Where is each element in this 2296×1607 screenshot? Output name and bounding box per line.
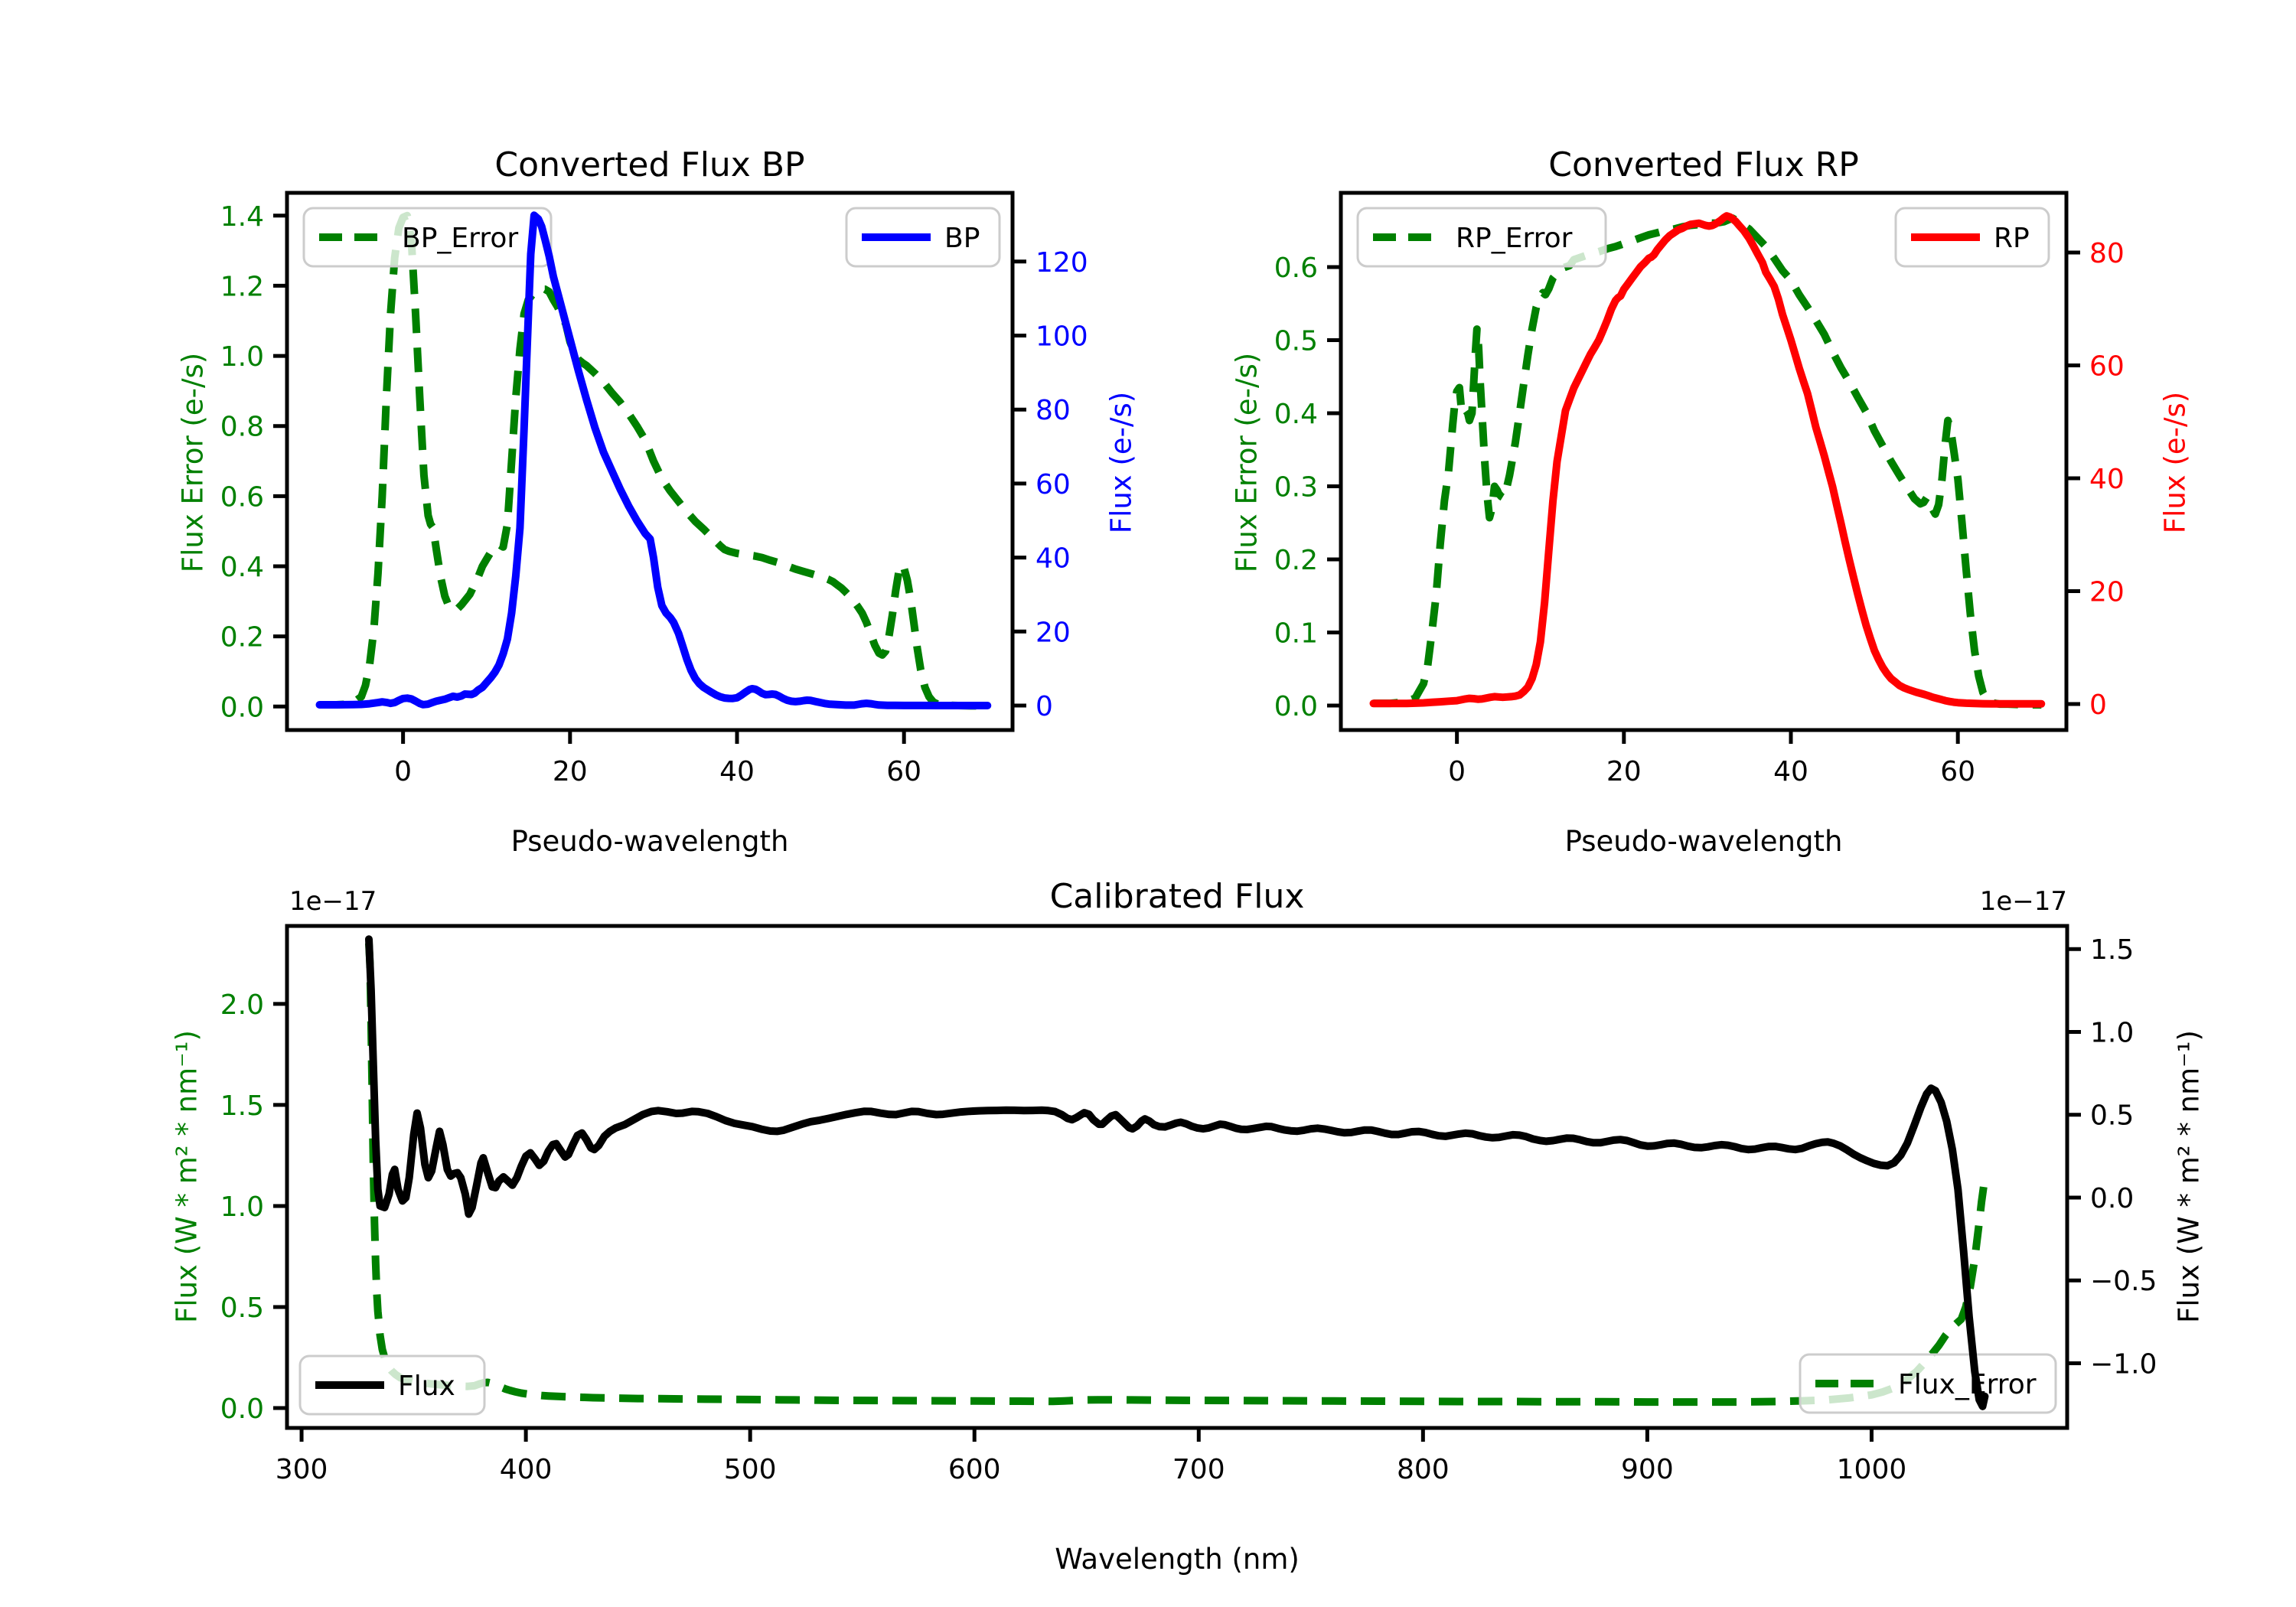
- offset-text-right: 1e−17: [1979, 886, 2067, 917]
- y-tick-label-right: 40: [2089, 464, 2125, 495]
- legend-label-bp: BP: [944, 223, 980, 254]
- y-tick-label-right: 100: [1035, 321, 1088, 352]
- x-tick-label: 20: [1606, 756, 1642, 787]
- ylabel-cal-right: Flux (W * m² * nm⁻¹): [2172, 1030, 2206, 1323]
- x-tick-label: 300: [276, 1454, 328, 1485]
- x-tick-label: 600: [948, 1454, 1001, 1485]
- xlabel-bp: Pseudo-wavelength: [510, 825, 789, 858]
- title-cal: Calibrated Flux: [1049, 877, 1305, 916]
- series-flux_error-line: [365, 943, 1988, 1407]
- y-tick-label-left: 1.0: [220, 341, 264, 373]
- y-tick-label-left: 0.6: [1274, 253, 1318, 284]
- x-tick-label: 40: [1773, 756, 1808, 787]
- series-rp_error-line: [1373, 214, 2042, 709]
- legend-box-rp_error: [1356, 207, 1607, 268]
- y-tick-label-right: 0: [2089, 689, 2107, 721]
- x-tick-label: 0: [1448, 756, 1466, 787]
- xlabel-cal: Wavelength (nm): [1055, 1543, 1300, 1576]
- y-tick-label-right: −0.5: [2090, 1266, 2157, 1297]
- chart-bp: BP_Error BP 0 20 40 60 0.0 0.2 0.4 0.6 0.8 1.0 1.2 1.…: [220, 191, 1088, 787]
- legend-label-rp: RP: [1994, 223, 2030, 254]
- y-tick-label-left: 0.8: [220, 412, 264, 443]
- title-bp: Converted Flux BP: [494, 145, 805, 184]
- legend-box-flux: [298, 1354, 486, 1416]
- legend-label-flux_error: Flux_Error: [1898, 1369, 2037, 1400]
- ylabel-cal-left: Flux (W * m² * nm⁻¹): [170, 1030, 204, 1323]
- ylabel-rp-left: Flux Error (e-/s): [1230, 352, 1264, 573]
- y-tick-label-left: 0.0: [220, 1393, 264, 1425]
- x-tick-label: 800: [1397, 1454, 1450, 1485]
- y-tick-label-left: 1.2: [220, 271, 264, 302]
- y-tick-label-right: 1.5: [2090, 934, 2134, 966]
- y-tick-label-left: 0.6: [220, 481, 264, 513]
- axes-frame-cal: [285, 924, 2069, 1430]
- y-tick-label-right: −1.0: [2090, 1348, 2157, 1380]
- y-tick-label-left: 0.0: [1274, 691, 1318, 722]
- x-tick-label: 20: [553, 756, 588, 787]
- y-tick-label-left: 1.4: [220, 201, 264, 233]
- x-tick-label: 900: [1621, 1454, 1674, 1485]
- x-tick-label: 0: [394, 756, 412, 787]
- y-tick-label-left: 0.5: [220, 1292, 264, 1324]
- x-tick-label: 60: [1940, 756, 1975, 787]
- y-tick-label-left: 0.2: [220, 622, 264, 654]
- y-tick-label-right: 120: [1035, 247, 1088, 279]
- series-bp_error-line: [319, 211, 988, 710]
- y-tick-label-right: 20: [2089, 577, 2125, 608]
- chart-rp: RP_Error RP 0 20 40 60 0.0 0.1 0.2 0.3 0.4 0.5 0.6 0 2…: [1274, 191, 2125, 787]
- y-tick-label-left: 0.5: [1274, 325, 1318, 357]
- legend-label-bp_error: BP_Error: [402, 223, 518, 254]
- legend-label-rp_error: RP_Error: [1456, 223, 1573, 254]
- y-tick-label-left: 0.4: [220, 552, 264, 583]
- y-tick-label-right: 60: [2089, 351, 2125, 383]
- x-tick-label: 40: [719, 756, 755, 787]
- legend-label-flux: Flux: [398, 1371, 455, 1402]
- x-tick-label: 1000: [1837, 1454, 1907, 1485]
- y-tick-label-left: 0.0: [220, 692, 264, 723]
- axes-frame-bp: [285, 191, 1015, 732]
- y-tick-label-right: 0.0: [2090, 1183, 2134, 1214]
- legend-box-bp_error: [302, 207, 553, 268]
- series-bp-line: [315, 211, 992, 709]
- chart-cal: Flux_Error Flux 300 400 500 600 700 800 900 1000 0…: [220, 924, 2157, 1485]
- y-tick-label-left: 0.2: [1274, 545, 1318, 576]
- ylabel-bp-left: Flux Error (e-/s): [176, 352, 210, 573]
- y-tick-label-right: 1.0: [2090, 1017, 2134, 1048]
- axes-frame-rp: [1339, 191, 2069, 732]
- y-tick-label-right: 40: [1035, 543, 1071, 575]
- y-tick-label-left: 1.5: [220, 1090, 264, 1122]
- y-tick-label-right: 80: [2089, 238, 2125, 269]
- x-tick-label: 500: [724, 1454, 777, 1485]
- series-flux-line: [365, 935, 1989, 1410]
- legend-box-flux_error: [1799, 1353, 2057, 1414]
- y-tick-label-right: 0.5: [2090, 1100, 2134, 1132]
- y-tick-label-right: 0: [1035, 691, 1053, 722]
- y-tick-label-right: 80: [1035, 395, 1071, 426]
- y-tick-label-right: 60: [1035, 469, 1071, 500]
- y-tick-label-left: 0.3: [1274, 471, 1318, 503]
- ylabel-bp-right: Flux (e-/s): [1104, 391, 1138, 534]
- x-tick-label: 700: [1172, 1454, 1225, 1485]
- ylabel-rp-right: Flux (e-/s): [2158, 391, 2192, 534]
- series-rp-line: [1369, 212, 2046, 708]
- y-tick-label-right: 20: [1035, 617, 1071, 648]
- y-tick-label-left: 2.0: [220, 989, 264, 1021]
- y-tick-label-left: 0.1: [1274, 618, 1318, 649]
- xlabel-rp: Pseudo-wavelength: [1564, 825, 1843, 858]
- title-rp: Converted Flux RP: [1548, 145, 1859, 184]
- y-tick-label-left: 1.0: [220, 1191, 264, 1223]
- x-tick-label: 400: [500, 1454, 553, 1485]
- y-tick-label-left: 0.4: [1274, 399, 1318, 430]
- offset-text-left: 1e−17: [289, 886, 377, 917]
- x-tick-label: 60: [886, 756, 921, 787]
